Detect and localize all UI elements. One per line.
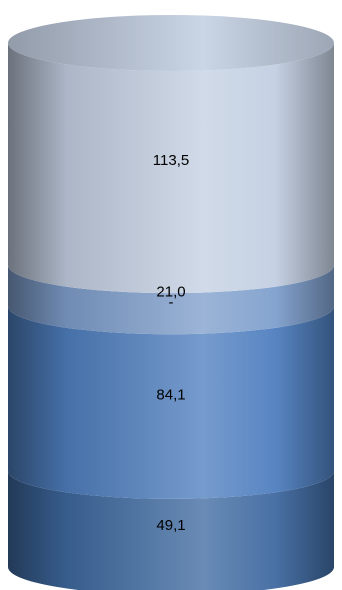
data-label-0: 49,1 [156, 517, 185, 534]
data-label-1: 84,1 [156, 387, 185, 404]
cylinder-segment-0 [8, 470, 334, 590]
data-label-2: - [169, 294, 174, 311]
data-label-3: 21,0 [156, 284, 185, 301]
cylinder-segment-1 [8, 306, 334, 499]
chart-labels: 49,1 84,1 -21,0 113,5 [153, 152, 189, 534]
cylinder-segment-4 [8, 43, 334, 294]
chart-segments [8, 15, 334, 590]
data-label-4: 113,5 [153, 152, 189, 169]
cylinder-segment-3 [8, 265, 334, 335]
cylinder-top-cap [8, 15, 334, 71]
